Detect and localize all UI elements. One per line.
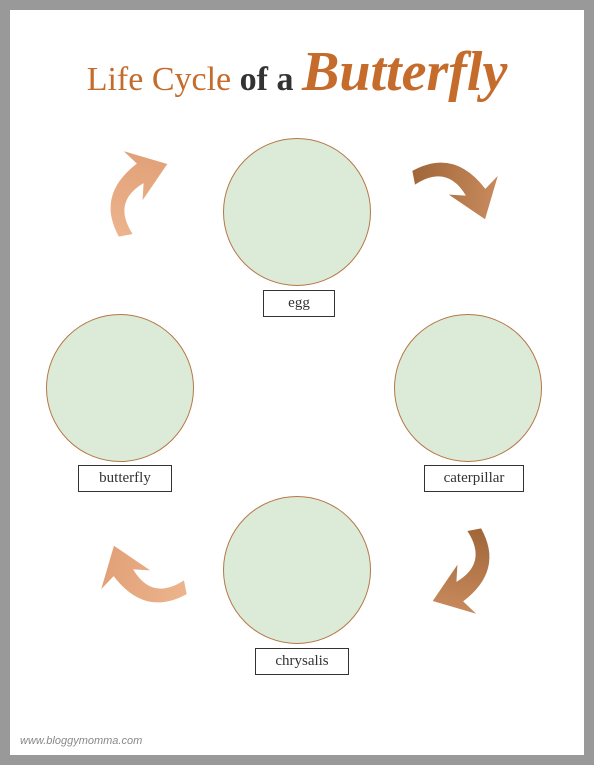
title-part-2: of a: [231, 61, 302, 98]
title-part-3: Butterfly: [302, 41, 507, 103]
arrow-egg-to-caterpillar: [384, 144, 506, 266]
page-title: Life Cycle of a Butterfly: [10, 40, 584, 104]
stage-label-butterfly: butterfly: [78, 465, 172, 492]
worksheet-page: Life Cycle of a Butterfly egg caterpillar…: [10, 10, 584, 755]
stage-circle-caterpillar: [394, 314, 542, 462]
watermark: www.bloggymomma.com: [20, 735, 142, 747]
arrow-caterpillar-to-chrysalis: [387, 500, 509, 622]
stage-label-caterpillar: caterpillar: [424, 465, 524, 492]
stage-label-egg: egg: [263, 290, 335, 317]
arrow-butterfly-to-egg: [92, 144, 214, 266]
stage-circle-egg: [223, 138, 371, 286]
arrow-chrysalis-to-butterfly: [94, 500, 216, 622]
stage-circle-butterfly: [46, 314, 194, 462]
stage-circle-chrysalis: [223, 496, 371, 644]
title-part-1: Life Cycle: [87, 61, 231, 98]
stage-label-chrysalis: chrysalis: [255, 648, 349, 675]
